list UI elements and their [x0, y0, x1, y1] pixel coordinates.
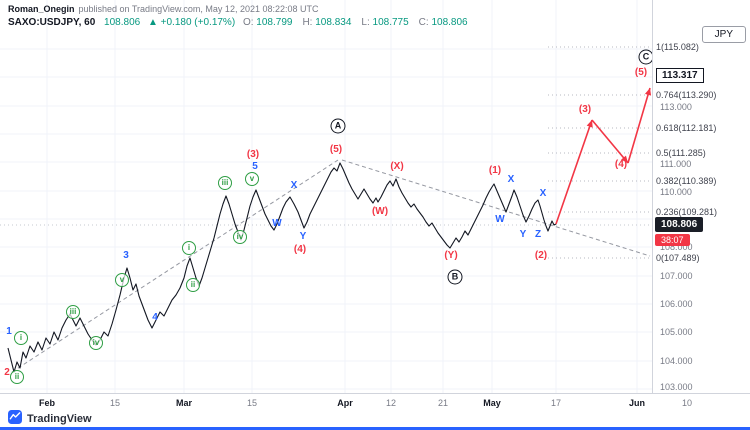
wave-label: 1	[6, 326, 12, 337]
publish-line: Roman_Onegin published on TradingView.com…	[8, 4, 478, 14]
wave-label: B	[447, 269, 463, 285]
wave-label: i	[14, 331, 28, 345]
price-series-line	[7, 162, 557, 373]
wave-label: (1)	[488, 165, 502, 176]
wave-label: (4)	[614, 159, 628, 170]
trendline	[341, 159, 651, 257]
wave-label: i	[182, 241, 196, 255]
wave-label: X	[539, 188, 547, 199]
tradingview-logo-text[interactable]: TradingView	[27, 413, 92, 425]
projection-arrow	[591, 119, 629, 164]
time-tick-label: 10	[681, 398, 693, 408]
wave-label: v	[245, 172, 259, 186]
wave-label: C	[638, 49, 652, 65]
price-tick-label: 104.000	[660, 356, 693, 366]
ohlc-values: O: 108.799 H: 108.834 L: 108.775 C: 108.806	[243, 17, 478, 28]
currency-badge: JPY	[701, 26, 746, 43]
price-tick-label: 103.000	[660, 382, 693, 392]
wave-label: (5)	[329, 144, 343, 155]
header-last-price: 108.806	[104, 17, 141, 28]
wave-label: 3	[123, 250, 129, 261]
time-tick-label: Apr	[337, 398, 353, 408]
time-tick-label: 12	[385, 398, 397, 408]
projection-arrowhead	[644, 88, 652, 96]
chart-canvas[interactable]: Roman_Onegin published on TradingView.com…	[0, 0, 652, 393]
wave-label: W	[272, 218, 282, 229]
symbol-title: SAXO:USDJPY, 60	[8, 17, 96, 28]
projection-arrow	[555, 119, 593, 225]
wave-label: (4)	[293, 244, 307, 255]
time-tick-label: 21	[437, 398, 449, 408]
projection-arrowhead	[586, 120, 593, 128]
wave-label: (X)	[390, 161, 404, 172]
fib-level-label: 0.236(109.281)	[656, 207, 718, 217]
wave-label: 4	[152, 312, 158, 323]
publish-info: published on TradingView.com, May 12, 20…	[78, 4, 319, 14]
time-tick-label: 15	[109, 398, 121, 408]
time-tick-label: 15	[246, 398, 258, 408]
time-tick-label: May	[483, 398, 501, 408]
last-price-badge: 108.806	[655, 217, 704, 232]
time-tick-label: Mar	[175, 398, 193, 408]
fib-level-label: 0(107.489)	[656, 253, 700, 263]
price-axis[interactable]: JPY 113.317 108.806 38:07 1(115.082)114.…	[652, 0, 750, 393]
fib-level-label: 0.618(112.181)	[656, 123, 717, 133]
price-tick-label: 108.000	[660, 242, 693, 252]
chart-plot	[0, 0, 652, 393]
ohlc-pair: C: 108.806	[418, 17, 468, 28]
time-tick-label: 17	[550, 398, 562, 408]
ohlc-pair: O: 108.799	[242, 17, 293, 28]
wave-label: (Y)	[444, 250, 458, 261]
price-tick-label: 106.000	[660, 299, 693, 309]
fib-level-label: 0.382(110.389)	[656, 176, 717, 186]
trendline	[11, 159, 339, 373]
symbol-line: SAXO:USDJPY, 60 108.806 ▲ +0.180 (+0.17%…	[8, 17, 478, 28]
wave-label: X	[290, 180, 298, 191]
wave-label: A	[330, 118, 346, 134]
fib-level-label: 1(115.082)	[656, 42, 699, 52]
projection-arrow	[627, 87, 651, 164]
wave-label: (5)	[634, 67, 648, 78]
header-change: ▲ +0.180 (+0.17%)	[147, 17, 236, 28]
wave-label: X	[507, 174, 515, 185]
fib-level-label: 0.5(111.285)	[656, 148, 706, 158]
wave-label: (3)	[578, 104, 592, 115]
price-tick-label: 111.000	[660, 159, 692, 169]
time-tick-label: Jun	[628, 398, 646, 408]
price-tick-label: 113.000	[660, 102, 692, 112]
wave-label: (2)	[534, 250, 548, 261]
time-axis[interactable]: Feb 15 Mar 15 Apr 12 21 May 17 Jun 10	[0, 393, 750, 412]
projection-arrowhead	[621, 155, 628, 163]
tradingview-logo-icon[interactable]	[8, 409, 22, 429]
wave-label: Y	[519, 229, 527, 240]
wave-label: W	[495, 214, 505, 225]
wave-label: v	[115, 273, 129, 287]
price-tick-label: 105.000	[660, 327, 693, 337]
author-name: Roman_Onegin	[8, 4, 75, 14]
footer: TradingView	[0, 409, 750, 429]
wave-label: ii	[186, 278, 200, 292]
ohlc-pair: L: 108.775	[361, 17, 409, 28]
wave-label: 2	[4, 367, 10, 378]
ohlc-pair: H: 108.834	[302, 17, 352, 28]
bottom-accent-bar	[0, 427, 750, 430]
chart-header: Roman_Onegin published on TradingView.com…	[8, 4, 478, 28]
price-target-label: 113.317	[656, 68, 704, 83]
price-tick-label: 110.000	[660, 187, 692, 197]
wave-label: iv	[233, 230, 247, 244]
wave-label: Y	[299, 231, 307, 242]
fib-level-label: 0.764(113.290)	[656, 90, 717, 100]
wave-label: ii	[10, 370, 24, 384]
bar-close-countdown: 38:07	[655, 234, 690, 246]
wave-label: iv	[89, 336, 103, 350]
wave-label: iii	[218, 176, 232, 190]
wave-label: 5	[252, 161, 258, 172]
wave-label: (W)	[371, 206, 389, 217]
wave-label: (3)	[246, 149, 260, 160]
wave-label: Z	[534, 229, 542, 240]
wave-label: iii	[66, 305, 80, 319]
price-tick-label: 107.000	[660, 271, 693, 281]
time-tick-label: Feb	[38, 398, 56, 408]
